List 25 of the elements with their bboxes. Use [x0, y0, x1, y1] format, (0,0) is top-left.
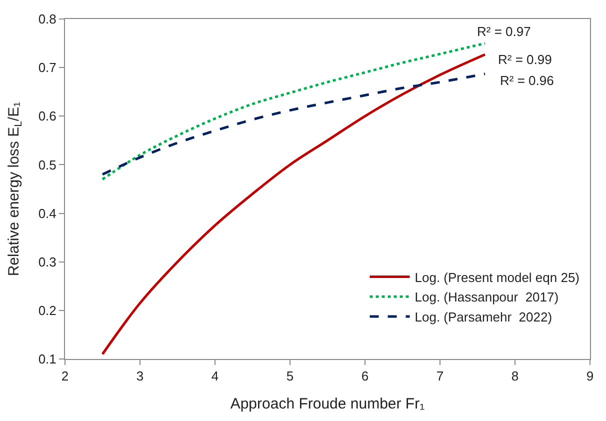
y-tick-label: 0.3: [38, 254, 56, 270]
line-series: [101, 42, 486, 181]
x-tick-label: 4: [211, 368, 219, 384]
annotation: R² = 0.97: [477, 24, 531, 39]
x-tick-label: 2: [61, 368, 69, 384]
annotation: R² = 0.96: [500, 73, 554, 88]
x-tick-label: 6: [361, 368, 369, 384]
legend-label: Log. (Hassanpour 2017): [414, 290, 559, 305]
legend-label: Log. (Present model eqn 25): [414, 270, 580, 285]
y-tick-label: 0.8: [38, 12, 56, 27]
x-tick-label: 5: [286, 368, 294, 384]
y-tick-label: 0.7: [38, 60, 56, 76]
x-tick-label: 3: [136, 368, 144, 384]
x-tick-label: 9: [586, 368, 594, 384]
x-tick-label: 7: [436, 368, 444, 384]
x-axis-title: Approach Froude number Fr₁: [230, 396, 425, 413]
y-tick-label: 0.4: [38, 206, 56, 221]
line-series: [101, 72, 486, 176]
y-tick-label: 0.6: [38, 108, 56, 124]
legend-label: Log. (Parsamehr 2022): [414, 310, 552, 325]
y-tick-label: 0.5: [38, 157, 56, 172]
x-tick-label: 8: [511, 368, 519, 384]
annotation: R² = 0.99: [498, 52, 552, 67]
y-tick-label: 0.2: [38, 302, 56, 318]
y-tick-label: 0.1: [38, 352, 56, 367]
